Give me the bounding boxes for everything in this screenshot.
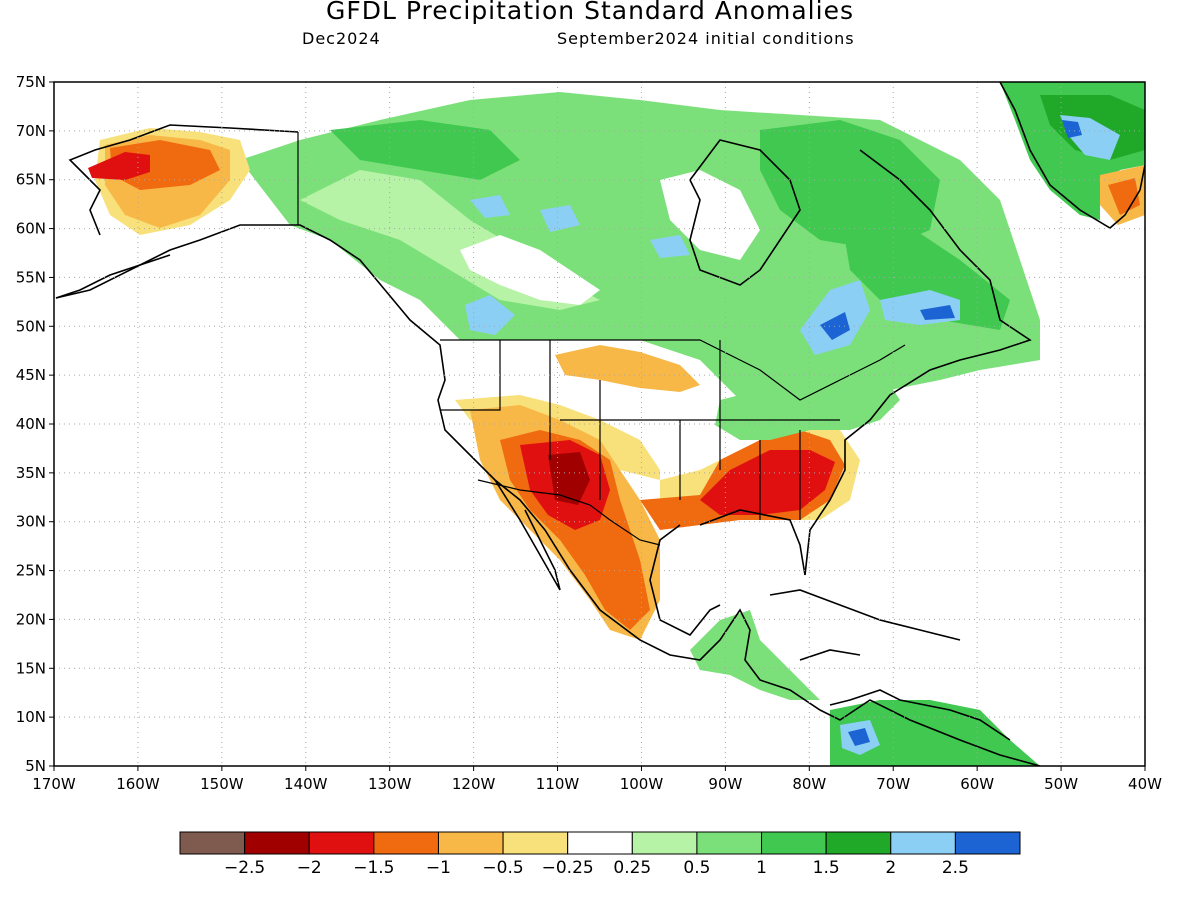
colorbar-swatch (890, 831, 956, 855)
colorbar-label: −0.25 (542, 858, 594, 878)
colorbar-swatch (825, 831, 892, 855)
lat-label: 35N (16, 464, 46, 482)
colorbar-swatch (502, 831, 569, 855)
colorbar-label: 1.5 (813, 858, 840, 878)
anomaly-field (88, 82, 1145, 766)
lat-label: 45N (16, 366, 46, 384)
coastline-north-america (55, 224, 1041, 766)
valid-month: Dec2024 (302, 29, 381, 48)
political-borders (297, 132, 906, 546)
map-axes: 75N 70N 65N 60N 55N 50N 45N 40N 35N 30N 25N 20N 15N 1… (16, 73, 1162, 793)
colorbar-label: −0.5 (482, 858, 523, 878)
lat-label: 65N (16, 171, 46, 189)
lon-label: 70W (876, 775, 910, 793)
colorbar-label: 0.25 (613, 858, 651, 878)
lat-label: 5N (25, 757, 46, 775)
lat-label: 75N (16, 73, 46, 91)
coastline-gulf (649, 509, 806, 637)
border-us-mexico (477, 479, 661, 546)
gridlines (54, 82, 1145, 766)
lon-label: 50W (1044, 775, 1078, 793)
anomaly-region-central-america-green (690, 610, 820, 700)
border-us-canada (440, 339, 906, 401)
lat-label: 15N (16, 659, 46, 677)
coastline-east (804, 149, 1032, 576)
anomaly-region-greenland-south-red (1108, 178, 1140, 215)
colorbar-label: 2 (885, 858, 896, 878)
coastline-baja (494, 479, 561, 591)
coastline-south-america (829, 689, 1011, 741)
colorbar-swatch (696, 831, 763, 855)
border-us-states (440, 340, 840, 520)
colorbar-swatch (308, 831, 375, 855)
coastline-greenland (999, 82, 1145, 229)
colorbar-swatch (437, 831, 504, 855)
lat-label: 55N (16, 268, 46, 286)
lat-label: 60N (16, 220, 46, 238)
lat-label: 10N (16, 708, 46, 726)
lon-label: 150W (200, 775, 244, 793)
lon-label: 170W (32, 775, 76, 793)
coastline-hudson (689, 139, 801, 286)
colorbar-swatch (567, 831, 633, 855)
colorbar-label: 0.5 (683, 858, 710, 878)
lon-label: 110W (536, 775, 580, 793)
colorbar-swatch (954, 831, 1021, 855)
colorbar-swatch (244, 831, 310, 855)
lon-label: 160W (116, 775, 160, 793)
anomaly-region-greenland-dark-blue (1062, 120, 1082, 138)
lon-label: 60W (960, 775, 994, 793)
colorbar-swatch (179, 831, 246, 855)
anomaly-region-canada-white (460, 235, 600, 305)
colorbar-label: −2 (297, 858, 322, 878)
anomaly-region-us-west-dark-red (548, 452, 590, 505)
anomaly-region-hudson-blue (650, 235, 690, 258)
anomaly-region-bc-blue (465, 295, 515, 335)
anomaly-region-colombia-dark-blue (848, 728, 870, 746)
lat-label: 70N (16, 122, 46, 140)
anomaly-region-northeast-green (715, 370, 900, 440)
anomaly-region-nw-canada-dark (330, 120, 520, 180)
colorbar-label: −2.5 (224, 858, 265, 878)
anomaly-region-alaska-red (88, 152, 150, 180)
lon-label: 80W (792, 775, 826, 793)
lon-label: 90W (708, 775, 742, 793)
coastline-caribbean (769, 589, 961, 661)
anomaly-region-plains-orange (555, 345, 700, 392)
anomaly-region-southeast-red (700, 450, 835, 515)
init-conditions: September2024 initial conditions (557, 29, 855, 48)
colorbar-label: −1.5 (353, 858, 394, 878)
lat-label: 25N (16, 562, 46, 580)
lon-label: 40W (1128, 775, 1162, 793)
lat-label: 30N (16, 513, 46, 531)
colorbar-swatch (631, 831, 698, 855)
lon-label: 140W (284, 775, 328, 793)
anomaly-region-canada-dark (760, 120, 940, 250)
colorbar-label: 2.5 (942, 858, 969, 878)
lat-label: 40N (16, 415, 46, 433)
coastline-alaska (55, 124, 299, 299)
anomaly-region-nu-blue (540, 205, 580, 232)
anomaly-region-nt-blue (470, 195, 510, 218)
lon-label: 120W (452, 775, 496, 793)
lat-label: 50N (16, 317, 46, 335)
colorbar-label: −1 (426, 858, 451, 878)
coastlines (55, 82, 1145, 766)
colorbar-swatch (373, 831, 439, 855)
colorbar: −2.5 −2 −1.5 −1 −0.5 −0.25 0.25 0.5 1 1.5 2 2.5 (179, 831, 1021, 878)
colorbar-label: 1 (756, 858, 767, 878)
lon-label: 130W (368, 775, 412, 793)
colorbar-swatch (761, 831, 827, 855)
anomaly-region-maritimes-dark-blue (920, 305, 955, 320)
anomaly-region-hudson-white (660, 170, 760, 260)
lon-label: 100W (620, 775, 664, 793)
lat-label: 20N (16, 610, 46, 628)
map-title: GFDL Precipitation Standard Anomalies (326, 0, 854, 25)
